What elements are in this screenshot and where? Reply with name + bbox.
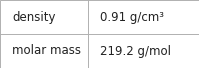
Text: density: density [12,10,56,24]
Text: 0.91 g/cm³: 0.91 g/cm³ [100,10,164,24]
Text: 219.2 g/mol: 219.2 g/mol [100,44,171,58]
Text: molar mass: molar mass [12,44,81,58]
